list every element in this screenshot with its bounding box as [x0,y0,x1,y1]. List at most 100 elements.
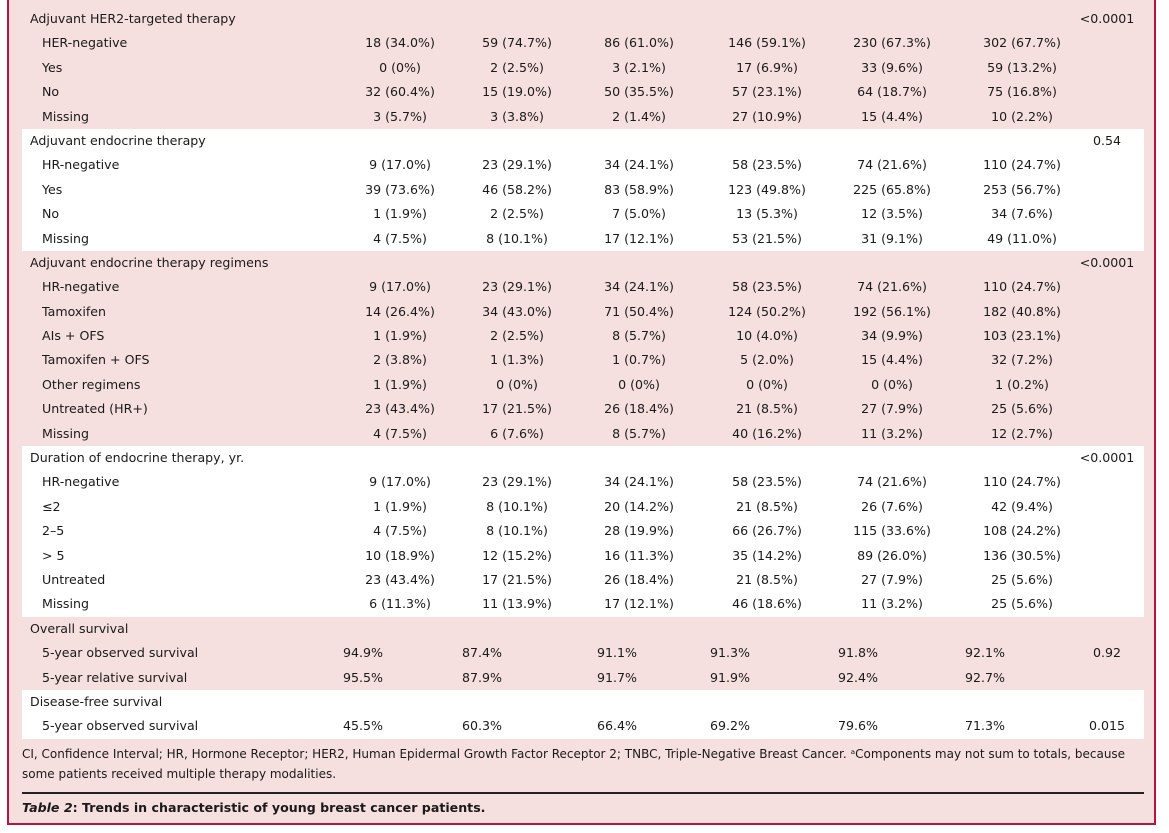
table-cell: 0 (0%) [618,376,660,392]
table-cell: 108 (24.2%) [983,523,1061,539]
table-cell: 34 (7.6%) [991,206,1053,222]
table-cell: 110 (24.7%) [983,474,1061,490]
table-cell: 2 (1.4%) [612,108,666,124]
table-section: Adjuvant HER2-targeted therapy <0.0001 HER… [22,7,1144,129]
section-header-row: Duration of endocrine therapy, yr. <0.000… [22,446,1144,470]
section-title: Adjuvant HER2-targeted therapy [30,11,236,26]
table-cell: 8 (10.1%) [486,523,548,539]
table-cell: 69.2% [710,718,751,734]
table-cell: 26 (18.4%) [604,401,674,417]
table-cell: 2 (2.5%) [490,328,544,344]
table-cell: 86 (61.0%) [604,35,674,51]
table-cell: 74 (21.6%) [857,157,927,173]
table-cell: 50 (35.5%) [604,84,674,100]
row-label: Missing [42,596,89,612]
table-cell: 225 (65.8%) [853,181,931,197]
table-cell: 74 (21.6%) [857,279,927,295]
table-cell: 1 (1.9%) [373,498,427,514]
table-cell: 92.1% [965,645,1006,661]
table-row: Yes 0 (0%) 2 (2.5%) 3 (2.1%) 17 (6.9%) 33 (9.… [22,56,1144,80]
table-section: Overall survival 5-year observed survival… [22,616,1144,690]
table-cell: 71.3% [965,718,1006,734]
table-cell: 23 (29.1%) [482,157,552,173]
table-cell: 87.4% [462,645,503,661]
table-cell: 45.5% [343,718,384,734]
table-cell: 136 (30.5%) [983,547,1061,563]
table-row: 5-year observed survival 45.5% 60.3% 66.4% 6… [22,714,1144,738]
table-cell: 110 (24.7%) [983,279,1061,295]
table-row: 2–5 4 (7.5%) 8 (10.1%) 28 (19.9%) 66 (26.7%)… [22,519,1144,543]
table-cell: 31 (9.1%) [861,230,923,246]
table-cell: 1 (1.9%) [373,206,427,222]
table-caption: Table 2: Trends in characteristic of you… [22,800,485,815]
section-header-row: Adjuvant endocrine therapy 0.54 [22,129,1144,153]
table-cell: 13 (5.3%) [736,206,798,222]
table-cell: 115 (33.6%) [853,523,931,539]
table-cell: 6 (7.6%) [490,425,544,441]
table-row: HR-negative 9 (17.0%) 23 (29.1%) 34 (24.1%)… [22,275,1144,299]
row-label: Other regimens [42,376,141,392]
table-row: Missing 3 (5.7%) 3 (3.8%) 2 (1.4%) 27 (10.9%… [22,105,1144,129]
table-cell: 0 (0%) [496,376,538,392]
table-row: Missing 6 (11.3%) 11 (13.9%) 17 (12.1%) 46 (… [22,592,1144,616]
row-label: Missing [42,108,89,124]
table-cell: 8 (10.1%) [486,498,548,514]
table-row: > 5 10 (18.9%) 12 (15.2%) 16 (11.3%) 35 (14.… [22,544,1144,568]
table-cell: 46 (18.6%) [732,596,802,612]
table-cell: 91.1% [597,645,638,661]
table-cell: 5 (2.0%) [740,352,794,368]
table-cell: 91.8% [838,645,879,661]
section-header-row: Adjuvant HER2-targeted therapy <0.0001 [22,7,1144,31]
table-cell: 6 (11.3%) [369,596,431,612]
table-cell: 58 (23.5%) [732,157,802,173]
table-cell: 8 (10.1%) [486,230,548,246]
table-cell: 1 (0.2%) [995,376,1049,392]
table-cell: 23 (43.4%) [365,401,435,417]
table-cell: 59 (74.7%) [482,35,552,51]
row-label: Missing [42,425,89,441]
table-cell: 4 (7.5%) [373,230,427,246]
table-cell: 1 (1.9%) [373,328,427,344]
table-cell: 25 (5.6%) [991,401,1053,417]
table-cell: 12 (2.7%) [991,425,1053,441]
table-cell: 7 (5.0%) [612,206,666,222]
section-title: Duration of endocrine therapy, yr. [30,450,245,466]
table-cell: 11 (13.9%) [482,596,552,612]
table-cell: 124 (50.2%) [728,303,806,319]
table-cell: 26 (7.6%) [861,498,923,514]
table-cell: 32 (60.4%) [365,84,435,100]
table-cell: 75 (16.8%) [987,84,1057,100]
table-cell: 21 (8.5%) [736,498,798,514]
table-cell: 94.9% [343,645,384,661]
table-row: No 1 (1.9%) 2 (2.5%) 7 (5.0%) 13 (5.3%) 12 (3… [22,202,1144,226]
p-value: <0.0001 [1079,254,1135,270]
table-cell: 2 (3.8%) [373,352,427,368]
caption-text: : Trends in characteristic of young brea… [72,800,486,815]
table-cell: 27 (10.9%) [732,108,802,124]
table-cell: 1 (1.3%) [490,352,544,368]
table-row: Tamoxifen + OFS 2 (3.8%) 1 (1.3%) 1 (0.7%) 5… [22,348,1144,372]
row-label: ≤2 [42,498,61,514]
table-cell: 123 (49.8%) [728,181,806,197]
p-value: <0.0001 [1079,11,1135,26]
table-cell: 3 (3.8%) [490,108,544,124]
table-cell: 8 (5.7%) [612,425,666,441]
table-cell: 74 (21.6%) [857,474,927,490]
table-cell: 33 (9.6%) [861,59,923,75]
table-cell: 15 (4.4%) [861,352,923,368]
table-cell: 17 (12.1%) [604,230,674,246]
table-cell: 59 (13.2%) [987,59,1057,75]
table-row: 5-year relative survival 95.5% 87.9% 91.7% 9… [22,666,1144,690]
table-cell: 34 (24.1%) [604,279,674,295]
table-cell: 253 (56.7%) [983,181,1061,197]
table-cell: 58 (23.5%) [732,279,802,295]
table-cell: 103 (23.1%) [983,328,1061,344]
table-cell: 27 (7.9%) [861,401,923,417]
table-cell: 2 (2.5%) [490,206,544,222]
section-header-row: Disease-free survival [22,690,1144,714]
row-label: Untreated [42,571,106,587]
table-cell: 89 (26.0%) [857,547,927,563]
table-cell: 14 (26.4%) [365,303,435,319]
table-row: Untreated (HR+) 23 (43.4%) 17 (21.5%) 26 (1… [22,397,1144,421]
p-value: 0.54 [1092,132,1122,148]
